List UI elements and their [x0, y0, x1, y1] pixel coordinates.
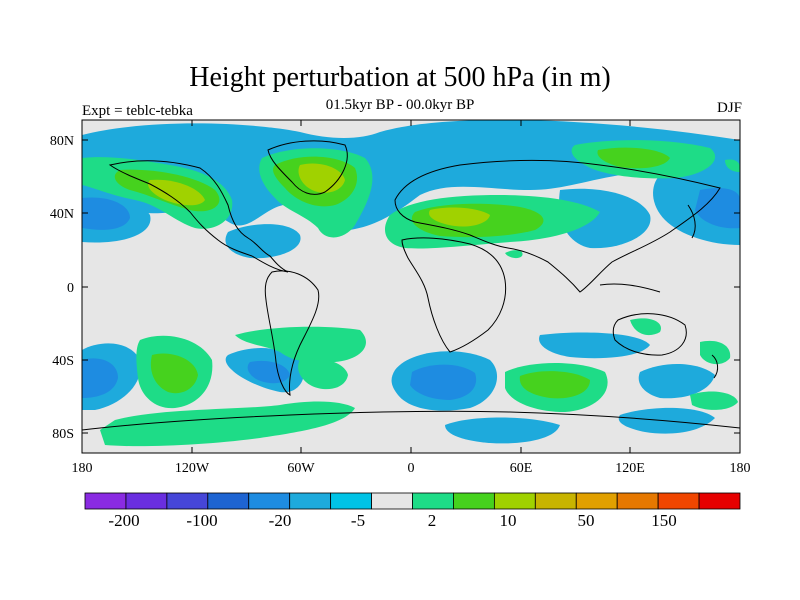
japan-coast [687, 204, 696, 239]
season-label: DJF [716, 100, 742, 116]
colorbar-swatch [453, 492, 495, 510]
lon-tick-label: 60W [287, 461, 315, 476]
contour-region [700, 340, 731, 365]
colorbar-swatch [330, 492, 372, 510]
contour-region [82, 197, 130, 230]
colorbar-swatch [657, 492, 700, 510]
greenland-coast [267, 140, 348, 195]
map-subtitle: 01.5kyr BP - 00.0kyr BP [325, 97, 475, 113]
contour-region [519, 371, 590, 399]
coastlines [82, 140, 740, 431]
colorbar-swatch [166, 492, 209, 510]
colorbar-label: -20 [269, 511, 292, 530]
lat-tick-label: 80S [52, 427, 74, 442]
lat-tick-label: 0 [67, 281, 74, 296]
contour-region [150, 353, 198, 394]
contour-region [690, 391, 738, 410]
contour-region [597, 147, 670, 169]
colorbar-swatch [493, 492, 536, 510]
lon-tick-label: 180 [72, 461, 93, 476]
anomaly-field [82, 120, 740, 447]
contour-region [505, 250, 523, 259]
colorbar-swatch [248, 492, 291, 510]
lat-tick-label: 40S [52, 354, 74, 369]
colorbar [84, 492, 741, 510]
lon-tick-label: 0 [408, 461, 415, 476]
latitude-axis: 80N 40N 0 40S 80S [50, 134, 740, 442]
contour-region [638, 364, 715, 399]
colorbar-swatch [412, 492, 454, 510]
indonesia-coast [599, 283, 661, 293]
africa-coast [401, 237, 507, 353]
contour-region [148, 179, 205, 206]
contour-region [410, 364, 477, 400]
contour-region [559, 188, 651, 249]
colorbar-label: -200 [108, 511, 139, 530]
contour-region [630, 318, 661, 336]
south-america-coast [264, 270, 320, 396]
colorbar-label: -5 [351, 511, 365, 530]
colorbar-swatch [575, 492, 618, 510]
lon-tick-label: 120E [615, 461, 645, 476]
colorbar-swatch [698, 492, 741, 510]
colorbar-label: -100 [186, 511, 217, 530]
contour-region [445, 417, 560, 444]
contour-region [539, 332, 650, 359]
colorbar-label: 50 [578, 511, 595, 530]
lon-tick-label: 120W [175, 461, 210, 476]
lon-tick-label: 60E [510, 461, 533, 476]
contour-region [100, 401, 355, 447]
experiment-label: Expt = teblc-tebka [82, 103, 193, 119]
contour-region [225, 224, 301, 259]
north-america-coast [108, 160, 289, 273]
contour-region [82, 159, 102, 182]
colorbar-label: 150 [651, 511, 677, 530]
map-title: Height perturbation at 500 hPa (in m) [189, 62, 611, 93]
colorbar-label: 2 [428, 511, 437, 530]
contour-region [82, 358, 118, 398]
contour-region [725, 159, 740, 172]
colorbar-label: 10 [500, 511, 517, 530]
lon-tick-label: 180 [730, 461, 751, 476]
colorbar-swatch [207, 492, 250, 510]
longitude-axis: 180 120W 60W 0 60E 120E 180 [72, 120, 751, 476]
colorbar-swatch [289, 492, 332, 510]
colorbar-labels: -200 -100 -20 -5 2 10 50 150 [108, 511, 676, 530]
colorbar-swatch [534, 492, 577, 510]
new-zealand-coast [711, 354, 719, 379]
colorbar-swatch [84, 492, 127, 510]
colorbar-swatch [125, 492, 168, 510]
australia-coast [612, 313, 687, 356]
europe-asia-coast [394, 160, 721, 293]
contour-region [429, 207, 490, 227]
lat-tick-label: 40N [50, 207, 74, 222]
contour-region [298, 358, 348, 390]
colorbar-swatch [371, 492, 413, 510]
antarctica-coast [82, 410, 740, 431]
lat-tick-label: 80N [50, 134, 74, 149]
contour-region [695, 188, 740, 229]
colorbar-swatch [616, 492, 659, 510]
